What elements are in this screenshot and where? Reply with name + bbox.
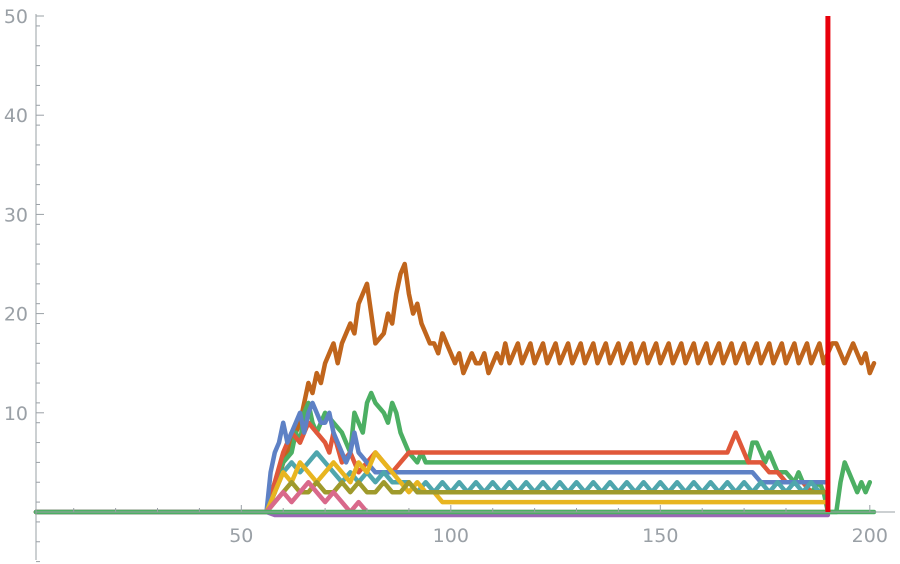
y-tick-label: 50 <box>4 6 28 28</box>
x-tick-label: 50 <box>229 525 253 547</box>
series-layer <box>33 261 877 518</box>
y-tick-label: 30 <box>4 204 28 226</box>
x-tick-label: 200 <box>852 525 888 547</box>
y-tick-label: 10 <box>4 403 28 425</box>
series-line-5 <box>33 450 831 515</box>
series-line-2 <box>33 420 831 515</box>
tick-labels-layer: 50 100 150 200 10 20 30 40 50 <box>4 6 888 547</box>
x-tick-label: 150 <box>642 525 678 547</box>
y-tick-label: 40 <box>4 105 28 127</box>
series-line-0 <box>33 261 877 515</box>
axes-layer <box>35 14 895 563</box>
y-tick-label: 20 <box>4 304 28 326</box>
series-line-6 <box>33 479 831 515</box>
series-line-3 <box>33 400 831 515</box>
series-line-7 <box>33 479 831 515</box>
x-tick-label: 100 <box>433 525 469 547</box>
